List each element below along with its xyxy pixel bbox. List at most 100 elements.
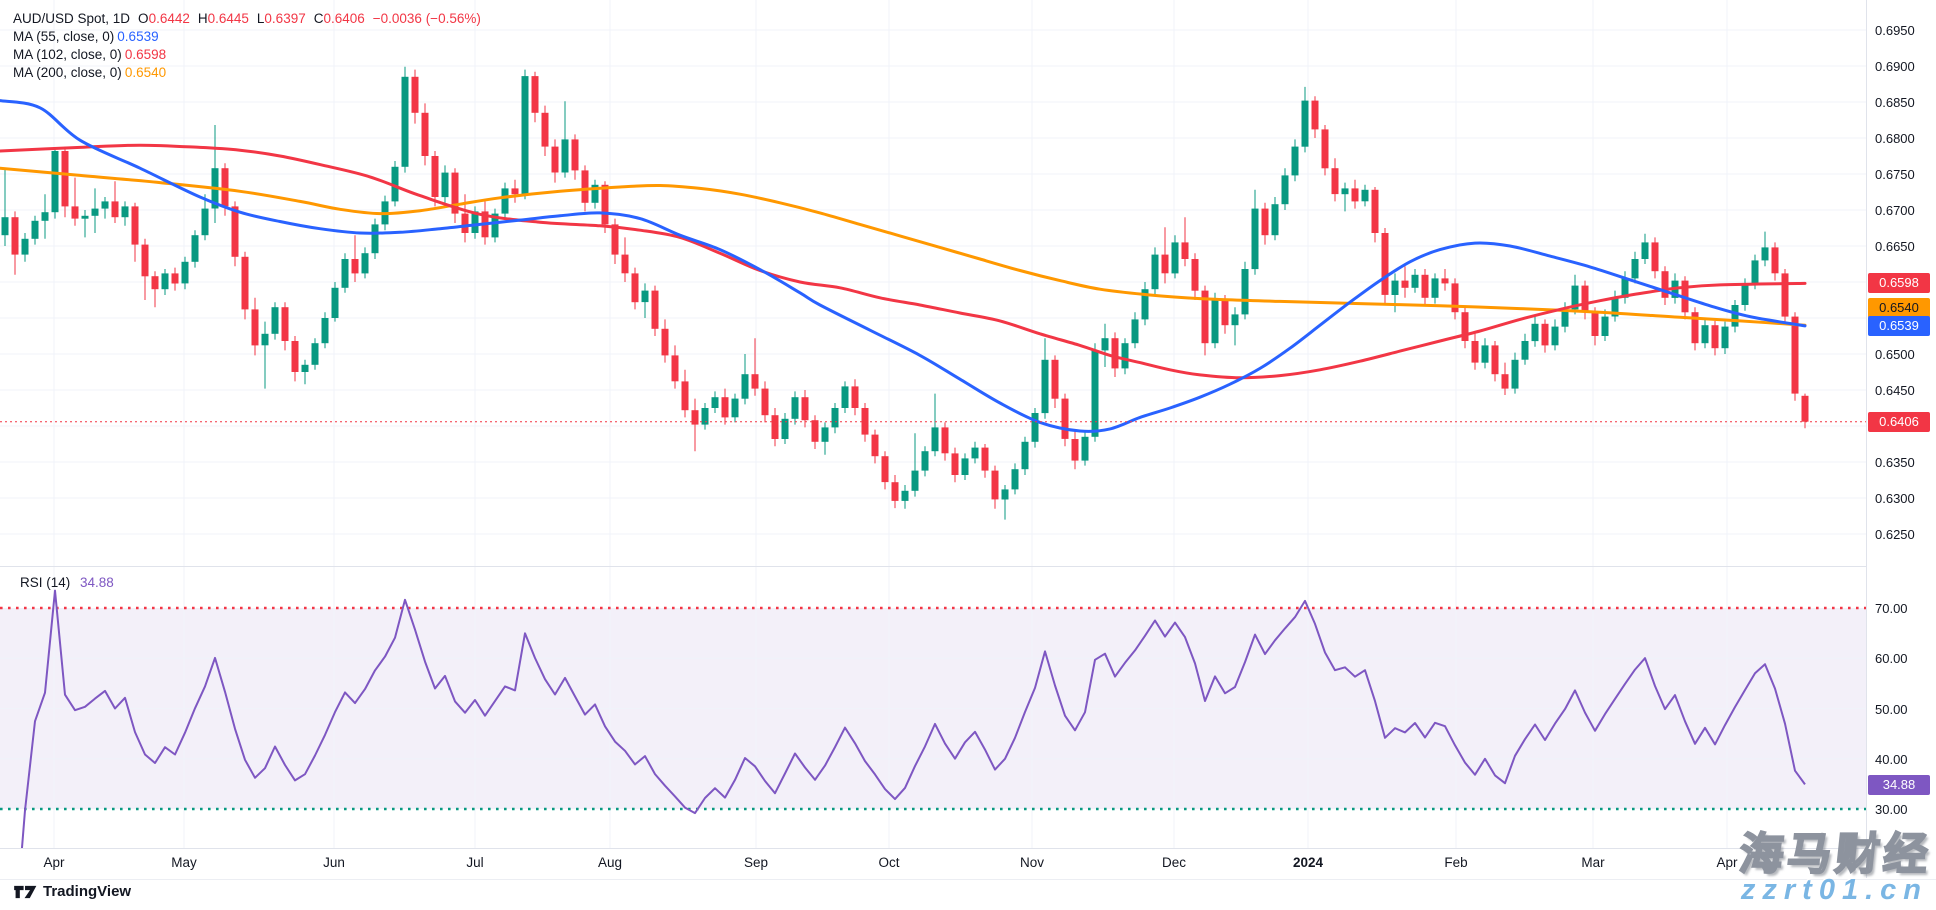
rsi-tick-label: 60.00 xyxy=(1875,651,1908,667)
symbol-row[interactable]: AUD/USD Spot, 1D O0.6442 H0.6445 L0.6397 C0.… xyxy=(13,10,481,27)
price-tick-label: 0.6650 xyxy=(1875,239,1915,254)
candle-body xyxy=(691,410,699,425)
candle-body xyxy=(1651,242,1659,272)
candle-body xyxy=(791,397,799,419)
candle-body xyxy=(1751,260,1759,284)
price-tick-label: 0.6300 xyxy=(1875,491,1915,506)
time-tick-label: Aug xyxy=(597,855,623,870)
candle-body xyxy=(231,206,239,257)
candle-body xyxy=(1611,297,1619,317)
candle-body xyxy=(431,156,439,197)
tradingview-label: TradingView xyxy=(43,883,132,900)
candle-body xyxy=(321,318,329,344)
candle-body xyxy=(511,188,519,195)
candle-body xyxy=(1341,188,1349,195)
candle-body xyxy=(741,374,749,399)
candle-body xyxy=(751,374,759,389)
candle-body xyxy=(161,273,169,290)
ma-legend-row-0[interactable]: MA (55, close, 0) 0.6539 xyxy=(13,28,481,45)
rsi-tick-label: 70.00 xyxy=(1875,601,1908,616)
candle-body xyxy=(71,206,79,219)
candle-body xyxy=(1591,312,1599,336)
candle-body xyxy=(1411,274,1419,288)
candle-body xyxy=(1491,345,1499,375)
candle-body xyxy=(721,397,729,418)
candle-body xyxy=(1041,359,1049,414)
ma-value: 0.6539 xyxy=(117,29,159,44)
candle-body xyxy=(1441,278,1449,284)
ma-line-200[interactable] xyxy=(0,166,1807,327)
price-tick-label: 0.6500 xyxy=(1875,347,1915,362)
ma-legend-row-2[interactable]: MA (200, close, 0) 0.6540 xyxy=(13,64,481,81)
candle-body xyxy=(1551,326,1559,346)
candle-body xyxy=(421,112,429,156)
candle-body xyxy=(61,151,69,207)
candle-body xyxy=(941,427,949,454)
time-tick-label: Feb xyxy=(1444,855,1468,870)
candle-body xyxy=(801,397,809,421)
rsi-tick-label: 40.00 xyxy=(1875,751,1908,767)
candle-body xyxy=(681,381,689,411)
price-chart[interactable] xyxy=(0,0,1866,566)
rsi-legend[interactable]: RSI (14) 34.88 xyxy=(20,575,114,590)
candle-body xyxy=(151,276,159,290)
candle-body xyxy=(1721,326,1729,349)
price-tick-label: 0.6450 xyxy=(1875,383,1915,398)
candle-body xyxy=(1071,439,1079,461)
price-axis-badge: 0.6540 xyxy=(1868,298,1930,318)
rsi-chart[interactable] xyxy=(0,567,1866,848)
candle-body xyxy=(1371,189,1379,233)
candle-body xyxy=(551,146,559,173)
candle-body xyxy=(91,208,99,216)
candle-body xyxy=(891,482,899,501)
candle-body xyxy=(1251,208,1259,270)
time-tick-label: Sep xyxy=(743,855,769,870)
candle-body xyxy=(451,172,459,214)
candle-body xyxy=(631,273,639,303)
candle-body xyxy=(981,447,989,471)
rsi-line[interactable] xyxy=(15,589,1806,848)
ma-line-102[interactable] xyxy=(0,143,1807,380)
candle-body xyxy=(521,76,529,195)
candle-body xyxy=(531,76,539,113)
candle-body xyxy=(881,456,889,483)
time-axis-scale[interactable]: Apr May Jun Jul Aug Sep Oct Nov Dec 2024 Feb Mar Apr xyxy=(0,848,1936,880)
candle-body xyxy=(1641,242,1649,259)
ma-legend-row-1[interactable]: MA (102, close, 0) 0.6598 xyxy=(13,46,481,63)
candle-body xyxy=(1661,271,1669,298)
ma-value: 0.6540 xyxy=(124,65,167,80)
watermark-site-name: 海马财经 xyxy=(1736,829,1935,880)
candle-body xyxy=(1261,208,1269,236)
ma-label: MA (200, close, 0) xyxy=(13,65,122,80)
candle-body xyxy=(621,254,629,274)
candle-body xyxy=(1021,441,1029,470)
candle-body xyxy=(1151,254,1159,290)
tradingview-logo[interactable]: TradingView xyxy=(14,883,131,900)
pane-separator[interactable] xyxy=(0,566,1936,567)
candle-body xyxy=(1091,350,1099,437)
candle-body xyxy=(1181,242,1189,259)
candle-body xyxy=(911,470,919,491)
candle-body xyxy=(1001,489,1009,500)
candle-body xyxy=(1761,247,1769,261)
time-tick-label: Dec xyxy=(1161,855,1187,870)
candle-body xyxy=(1131,319,1139,344)
candle-body xyxy=(1801,395,1809,422)
candle-body xyxy=(1121,343,1129,369)
rsi-label: RSI (14) xyxy=(20,575,71,590)
rsi-value: 34.88 xyxy=(80,575,114,590)
price-tick-label: 0.6250 xyxy=(1875,527,1915,542)
ohlc-pair: H0.6445 xyxy=(197,11,249,26)
candle-body xyxy=(1701,325,1709,344)
rsi-tick-label: 50.00 xyxy=(1875,701,1908,717)
candle-body xyxy=(971,447,979,459)
candle-body xyxy=(441,172,449,198)
candle-body xyxy=(1511,359,1519,389)
ma-line-55[interactable] xyxy=(0,99,1807,433)
candle-body xyxy=(711,397,719,408)
price-axis-scale[interactable]: 0.6950 0.6900 0.6850 0.6800 0.6750 0.6700 0.66… xyxy=(1866,0,1936,878)
candle-body xyxy=(1051,359,1059,399)
candle-body xyxy=(241,256,249,310)
candle-body xyxy=(701,408,709,425)
